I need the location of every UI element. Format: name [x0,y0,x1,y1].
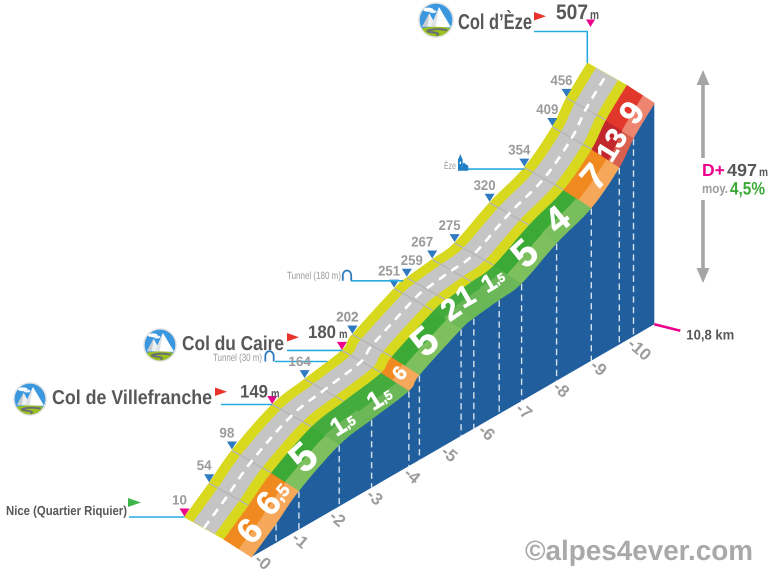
svg-text:320: 320 [474,177,496,193]
svg-text:259: 259 [401,252,423,268]
svg-text:507: 507 [556,1,588,24]
svg-text:202: 202 [336,309,358,325]
svg-text:m: m [759,165,768,179]
svg-text:251: 251 [378,263,400,279]
svg-text:267: 267 [411,234,433,250]
svg-text:149: 149 [240,382,268,402]
svg-text:D+: D+ [702,160,725,180]
svg-text:10,8 km: 10,8 km [686,326,734,342]
svg-text:202: 202 [336,310,359,325]
svg-text:m: m [339,327,348,341]
svg-text:497: 497 [727,160,757,180]
svg-text:354: 354 [508,142,530,158]
svg-text:10: 10 [172,493,187,508]
svg-text:409: 409 [536,101,558,117]
svg-text:98: 98 [219,425,234,441]
svg-text:456: 456 [551,72,573,88]
svg-text:4,5%: 4,5% [730,179,765,199]
svg-text:Col de Villefranche: Col de Villefranche [52,387,212,409]
svg-text:Tunnel (180 m): Tunnel (180 m) [287,270,341,282]
svg-text:Col d’Èze: Col d’Èze [458,9,532,34]
svg-text:54: 54 [197,457,212,473]
svg-text:Nice (Quartier Riquier): Nice (Quartier Riquier) [6,503,127,518]
svg-text:1,5: 1,5 [325,405,361,442]
svg-text:Tunnel (30 m): Tunnel (30 m) [213,352,262,364]
svg-text:180: 180 [308,322,336,342]
svg-text:m: m [271,387,280,401]
svg-text:164: 164 [288,354,311,369]
svg-text:moy.: moy. [702,181,728,196]
svg-text:m: m [590,7,599,22]
svg-text:©alpes4ever.com: ©alpes4ever.com [525,535,753,566]
svg-text:Èze: Èze [444,160,456,172]
svg-text:275: 275 [439,217,461,233]
svg-text:Col du Caire: Col du Caire [182,333,284,355]
